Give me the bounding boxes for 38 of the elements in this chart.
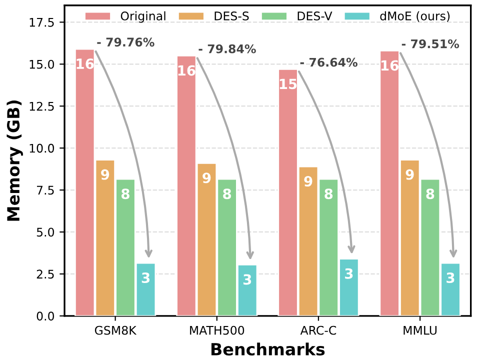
data-label: 9 — [304, 176, 312, 187]
x-tick-label: MATH500 — [190, 326, 244, 335]
data-label: 8 — [324, 188, 333, 200]
legend-label: Original — [120, 11, 166, 23]
y-tick-label: 2.5 — [36, 270, 54, 279]
legend-label: dMoE (ours) — [380, 11, 450, 22]
y-tick-label: 0.0 — [36, 312, 54, 321]
data-label: 9 — [406, 169, 414, 180]
data-label: 9 — [202, 172, 211, 184]
data-label: 3 — [142, 272, 150, 284]
x-tick-label: ARC-C — [300, 326, 336, 335]
legend-label: DES-S — [214, 11, 249, 20]
data-label: 3 — [446, 272, 454, 284]
data-label: 15 — [280, 78, 297, 90]
data-label: 9 — [101, 169, 110, 180]
annotation: - 79.76% — [97, 38, 154, 47]
legend-label: DES-V — [298, 11, 332, 20]
annotation: - 79.84% — [198, 44, 256, 54]
data-label: 8 — [121, 188, 130, 200]
y-tick-label: 10.0 — [30, 144, 54, 153]
annotation: - 76.64% — [300, 58, 358, 67]
y-axis-title: Memory (GB) — [6, 100, 23, 221]
y-tick-label: 12.5 — [30, 102, 54, 111]
data-label: 3 — [345, 268, 353, 279]
annotation: - 79.51% — [402, 39, 460, 48]
y-tick-label: 5.0 — [36, 228, 54, 237]
x-axis-title: Benchmarks — [211, 342, 325, 356]
data-label: 16 — [381, 60, 398, 71]
y-tick-label: 7.5 — [37, 186, 54, 195]
data-label: 16 — [76, 58, 94, 70]
y-tick-label: 15.0 — [30, 60, 54, 69]
data-label: 8 — [223, 188, 232, 200]
data-label: 16 — [178, 65, 196, 76]
data-label: 3 — [243, 274, 252, 285]
y-tick-label: 17.5 — [30, 18, 54, 27]
x-tick-label: MMLU — [404, 326, 437, 335]
data-label: 8 — [426, 188, 434, 200]
x-tick-label: GSM8K — [94, 326, 137, 335]
